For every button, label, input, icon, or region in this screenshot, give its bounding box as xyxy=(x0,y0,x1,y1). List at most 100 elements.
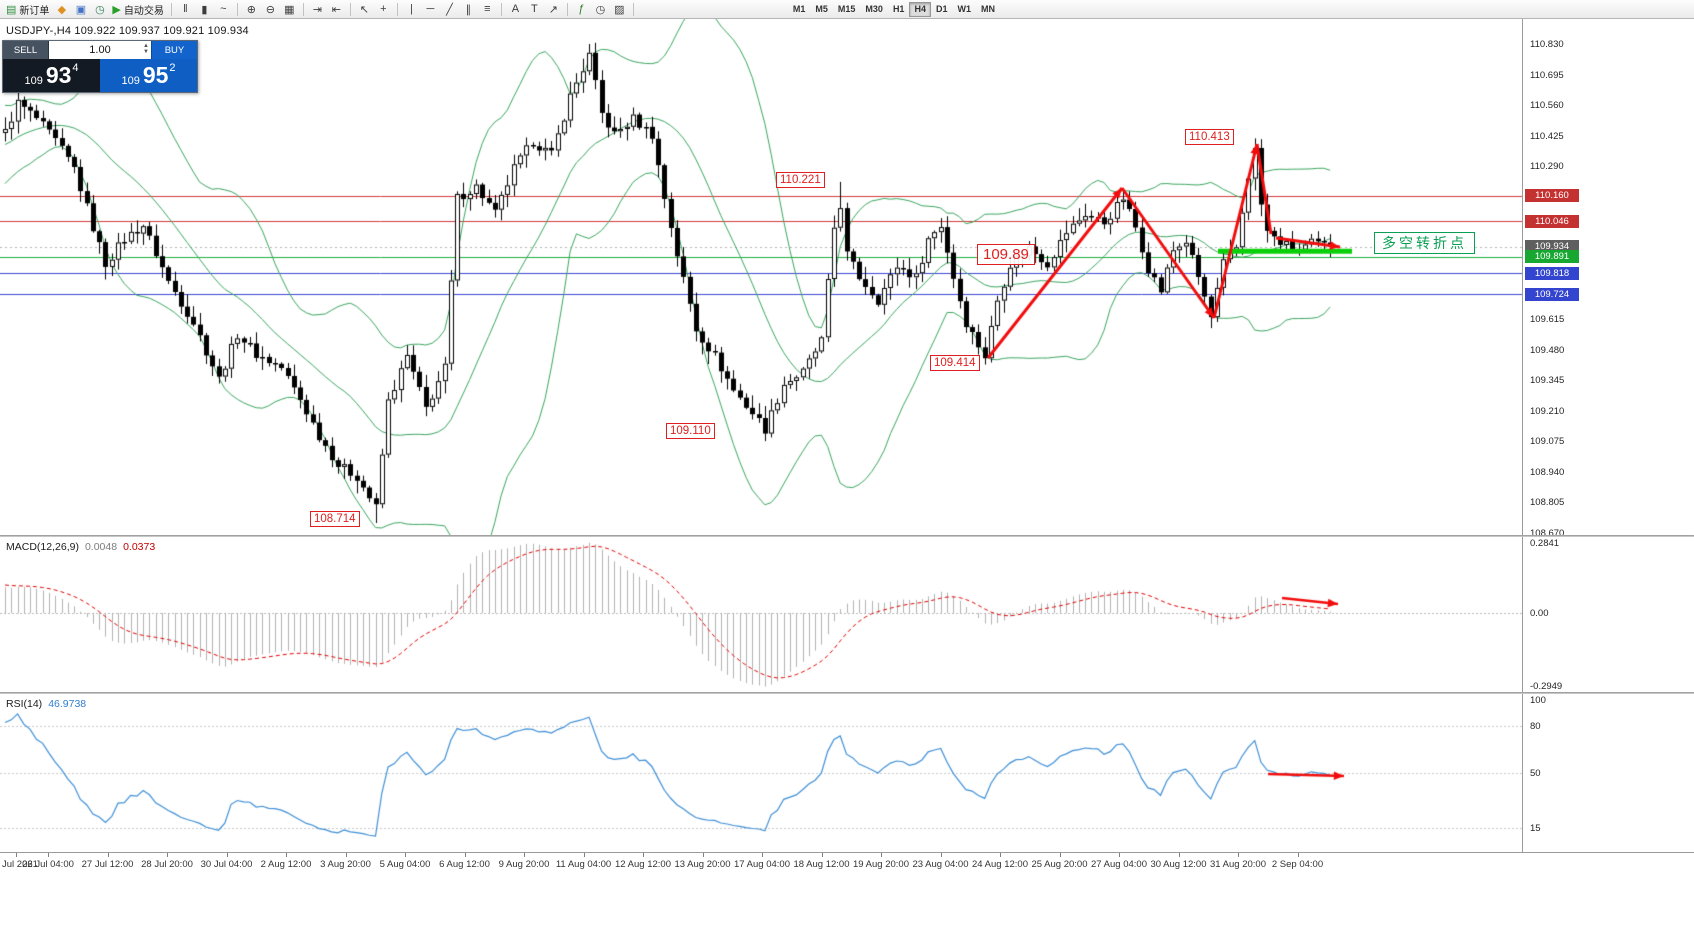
rsi-axis-value: 50 xyxy=(1530,768,1541,779)
time-tick xyxy=(1297,853,1299,857)
horizontal-line-button[interactable]: ─ xyxy=(421,1,440,17)
buy-button[interactable]: BUY xyxy=(151,41,197,59)
price-annotation[interactable]: 108.714 xyxy=(310,511,360,527)
bar-chart-button[interactable]: ‖ xyxy=(176,1,195,17)
time-label: 30 Aug 12:00 xyxy=(1150,859,1207,870)
charts-window-icon: ▣ xyxy=(75,3,87,16)
templates-button[interactable]: ▨ xyxy=(610,1,629,17)
market-watch-button[interactable]: ◷ xyxy=(90,1,109,17)
time-label: 2 Sep 04:00 xyxy=(1271,859,1324,870)
timeframe-mn-button[interactable]: MN xyxy=(980,4,995,14)
time-label: 23 Aug 04:00 xyxy=(912,859,969,870)
charts-window-button[interactable]: ▣ xyxy=(71,1,90,17)
zoom-in-button[interactable]: ⊕ xyxy=(242,1,261,17)
macd-axis-value: 0.00 xyxy=(1530,608,1549,620)
cursor-button[interactable]: ↖ xyxy=(355,1,374,17)
volume-decrease-icon[interactable]: ▼ xyxy=(143,49,149,55)
crosshair-button[interactable]: + xyxy=(374,1,393,17)
toolbar-separator xyxy=(349,2,351,16)
line-chart-button[interactable]: ~ xyxy=(214,1,233,17)
fibonacci-button[interactable]: ≡ xyxy=(478,1,497,17)
panel-separator[interactable] xyxy=(0,535,1694,537)
indicators-button[interactable]: ƒ xyxy=(572,1,591,17)
time-label: 26 Jul 04:00 xyxy=(22,859,74,870)
time-label: 9 Aug 20:00 xyxy=(498,859,550,870)
zoom-out-button[interactable]: ⊖ xyxy=(261,1,280,17)
time-label: 28 Jul 20:00 xyxy=(141,859,193,870)
macd-canvas[interactable] xyxy=(0,537,1522,692)
tile-windows-button[interactable]: ▦ xyxy=(280,1,299,17)
timeframe-m30-button[interactable]: M30 xyxy=(865,4,883,14)
templates-icon: ▨ xyxy=(614,3,625,16)
time-label: 5 Aug 04:00 xyxy=(379,859,431,870)
price-chart-canvas[interactable] xyxy=(0,18,1522,535)
toolbar-separator xyxy=(566,2,568,16)
auto-trading-label: 自动交易 xyxy=(123,5,164,17)
time-tick xyxy=(1119,853,1120,857)
rsi-axis-value: 15 xyxy=(1530,823,1541,835)
note-annotation[interactable]: 多空转折点 xyxy=(1374,232,1475,254)
fibonacci-icon: ≡ xyxy=(484,3,491,15)
new-order-button[interactable]: ▤ 新订单 xyxy=(3,1,52,17)
price-annotation[interactable]: 109.89 xyxy=(977,244,1035,265)
time-tick xyxy=(1059,853,1061,857)
text-label-button[interactable]: T xyxy=(525,1,544,17)
sell-price[interactable]: 109 93 4 xyxy=(3,59,100,92)
price-tick: 108.670 xyxy=(1530,528,1565,539)
time-axis[interactable]: Jul 2021 26 Jul 04:00 27 Jul 12:00 28 Jul 2… xyxy=(0,852,1694,876)
price-tick: 109.480 xyxy=(1530,344,1565,356)
volume-input[interactable]: 1.00 ▲ ▼ xyxy=(49,41,151,59)
macd-axis[interactable]: 0.2841 0.00 -0.2949 xyxy=(1523,537,1693,692)
auto-scroll-button[interactable]: ⇥ xyxy=(308,1,327,17)
time-tick xyxy=(881,853,882,857)
vertical-line-button[interactable]: | xyxy=(402,1,421,17)
timeframe-m1-button[interactable]: M1 xyxy=(792,4,806,14)
price-annotation[interactable]: 109.110 xyxy=(666,423,715,439)
candlestick-chart-button[interactable]: ▮ xyxy=(195,1,214,17)
rsi-canvas[interactable] xyxy=(0,694,1522,852)
timeframe-m15-button[interactable]: M15 xyxy=(837,4,856,14)
arrows-tool-button[interactable]: ↗ xyxy=(544,1,563,17)
trendline-button[interactable]: ╱ xyxy=(440,1,459,17)
zoom-out-icon: ⊖ xyxy=(265,3,275,16)
price-tick: 110.560 xyxy=(1530,100,1564,112)
timeframe-h1-button[interactable]: H1 xyxy=(892,4,905,14)
sell-button[interactable]: SELL xyxy=(3,41,49,59)
time-tick xyxy=(1238,853,1239,857)
time-tick xyxy=(286,853,287,857)
toolbar-separator xyxy=(236,2,238,16)
equidistant-channel-button[interactable]: ∥ xyxy=(459,1,478,17)
price-annotation[interactable]: 109.414 xyxy=(930,355,980,371)
price-tick: 109.345 xyxy=(1530,375,1565,387)
volume-increase-icon[interactable]: ▲ xyxy=(143,43,149,49)
symbol-header: USDJPY-,H4 109.922 109.937 109.921 109.9… xyxy=(6,25,249,37)
mql-market-button[interactable]: ◆ xyxy=(52,1,71,17)
price-axis[interactable]: 110.830 110.695 110.560 110.425 110.290 109.6… xyxy=(1523,18,1693,539)
auto-trading-button[interactable]: ▶ 自动交易 xyxy=(109,1,166,17)
one-click-trade-panel: SELL 1.00 ▲ ▼ BUY 109 93 4 109 xyxy=(2,40,198,93)
timeframe-d1-button[interactable]: D1 xyxy=(935,4,948,14)
time-tick xyxy=(226,853,228,857)
text-button[interactable]: A xyxy=(506,1,525,17)
price-tick: 108.940 xyxy=(1530,466,1565,478)
timeframe-m5-button[interactable]: M5 xyxy=(815,4,828,14)
zoom-in-icon: ⊕ xyxy=(246,3,256,16)
time-tick xyxy=(1178,853,1180,857)
time-tick xyxy=(464,853,466,857)
auto-scroll-icon: ⇥ xyxy=(312,3,322,16)
price-tag: 110.046 xyxy=(1525,214,1579,228)
time-label: 12 Aug 12:00 xyxy=(615,859,671,870)
rsi-axis[interactable]: 100 80 50 15 xyxy=(1523,694,1693,852)
buy-price[interactable]: 109 95 2 xyxy=(100,59,197,92)
panel-separator[interactable] xyxy=(0,692,1694,694)
time-tick xyxy=(167,853,168,857)
price-tag: 109.891 xyxy=(1525,250,1579,264)
timeframe-h4-button[interactable]: H4 xyxy=(909,1,931,17)
price-annotation[interactable]: 110.413 xyxy=(1185,129,1234,145)
periods-button[interactable]: ◷ xyxy=(591,1,610,17)
price-annotation[interactable]: 110.221 xyxy=(776,172,825,188)
rsi-label: RSI(14) 46.9738 xyxy=(6,698,87,710)
chart-shift-button[interactable]: ⇤ xyxy=(327,1,346,17)
timeframe-w1-button[interactable]: W1 xyxy=(957,4,971,14)
mql-market-icon: ◆ xyxy=(57,3,67,16)
